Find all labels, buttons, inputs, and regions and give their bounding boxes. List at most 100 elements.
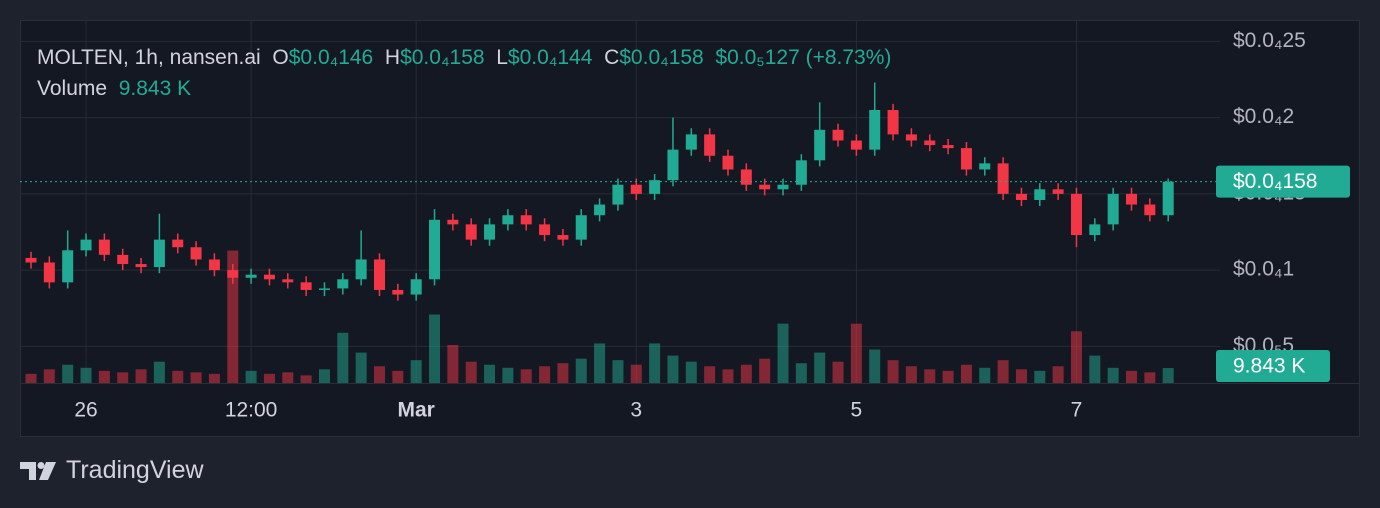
- x-tick-label: 3: [630, 399, 642, 422]
- high-value: $0.0₄158: [400, 46, 485, 69]
- volume-bar: [704, 366, 716, 383]
- candle-body: [960, 148, 972, 170]
- axes: $0.0₄25$0.0₄2$0.0₄15$0.0₄1$0.0₅52612:00M…: [74, 29, 1350, 422]
- candle-body: [1015, 193, 1027, 200]
- candle-body: [410, 279, 422, 295]
- candle-body: [465, 224, 477, 240]
- volume-bar: [612, 360, 624, 383]
- x-tick-label: 7: [1071, 399, 1083, 422]
- candle-body: [98, 239, 110, 255]
- logo-part: [20, 462, 36, 480]
- volume-bar: [557, 363, 569, 383]
- volume-bar: [520, 369, 532, 383]
- x-tick-label: 5: [851, 399, 863, 422]
- candle-body: [557, 235, 569, 240]
- candle-body: [135, 264, 147, 268]
- volume-bar: [373, 366, 385, 383]
- price-badge-label: $0.0₄158: [1233, 170, 1317, 193]
- volume-bar: [190, 372, 202, 383]
- volume-bar: [429, 314, 441, 383]
- candle-body: [502, 215, 514, 225]
- y-tick-label: $0.0₄2: [1233, 105, 1294, 128]
- volume-bar: [594, 343, 606, 383]
- volume-bar: [814, 352, 826, 383]
- volume-bar: [1144, 372, 1156, 383]
- candle-body: [1034, 189, 1046, 200]
- volume-bar: [1052, 366, 1064, 383]
- volume-bar: [263, 373, 275, 383]
- volume-bar: [850, 323, 862, 383]
- volume-bar: [1125, 370, 1138, 383]
- open-value: $0.0₄146: [288, 46, 374, 69]
- candle-body: [117, 254, 129, 265]
- candle-body: [318, 288, 330, 290]
- candle-body: [429, 219, 441, 280]
- candle-body: [520, 215, 532, 225]
- volume-bar: [208, 373, 220, 383]
- volume-bar: [465, 361, 477, 383]
- volume-bar: [410, 360, 422, 383]
- candle-body: [25, 257, 37, 263]
- change-value: $0.0₅127 (+8.73%): [715, 46, 892, 69]
- volume-bar: [869, 349, 881, 383]
- volume-bar: [960, 364, 972, 383]
- candle-body: [832, 129, 844, 141]
- volume-bar: [355, 352, 367, 383]
- candle-body: [1144, 204, 1156, 216]
- volume-bar: [392, 370, 404, 383]
- candle-body: [227, 270, 239, 278]
- candle-body: [263, 274, 275, 280]
- candle-body: [1125, 193, 1138, 205]
- candle-body: [373, 259, 385, 290]
- volume-bar: [318, 369, 330, 383]
- volume-bar: [1070, 331, 1082, 383]
- volume-bar: [740, 364, 752, 383]
- symbol: MOLTEN, 1h, nansen.ai: [37, 46, 261, 69]
- volume-value: 9.843 K: [118, 77, 192, 100]
- volume-bar: [117, 372, 129, 383]
- legend-row: Volume 9.843 K: [37, 73, 891, 104]
- candle-body: [649, 180, 661, 194]
- candle-body: [392, 289, 404, 295]
- volume-bar: [795, 363, 807, 383]
- volume-bar: [1107, 367, 1119, 383]
- volume-bar: [245, 370, 257, 383]
- candle-body: [172, 239, 184, 248]
- x-tick-label: 12:00: [225, 399, 278, 422]
- candle-body: [355, 259, 367, 280]
- logo-part: [37, 462, 45, 469]
- candle-body: [208, 259, 220, 271]
- volume-bar: [484, 364, 496, 383]
- candles: [20, 82, 1220, 301]
- x-tick-label: Mar: [397, 399, 434, 422]
- volume-bar: [759, 358, 771, 383]
- volume-pane: [25, 250, 1174, 383]
- volume-bar: [539, 366, 551, 383]
- l-label: L: [496, 46, 508, 69]
- volume-bar: [502, 367, 514, 383]
- price-badge: [1216, 165, 1350, 198]
- volume-bar: [722, 369, 734, 383]
- candle-body: [447, 219, 459, 225]
- legend-row: MOLTEN, 1h, nansen.ai O$0.0₄146 H$0.0₄15…: [37, 42, 891, 73]
- candle-body: [80, 239, 92, 251]
- candle-body: [887, 109, 899, 135]
- volume-bar: [905, 366, 917, 383]
- volume-bar: [282, 372, 294, 383]
- candle-body: [667, 149, 679, 181]
- volume-bar: [832, 361, 844, 383]
- h-label: H: [384, 46, 401, 69]
- volume-bar: [1034, 370, 1046, 383]
- tradingview-logo: [20, 462, 56, 480]
- volume-bar: [62, 364, 74, 383]
- brand[interactable]: TradingView: [66, 456, 204, 484]
- logo-part: [39, 462, 56, 480]
- candle-body: [190, 247, 202, 260]
- candle-body: [942, 145, 954, 149]
- volume-bar: [98, 370, 110, 383]
- candle-body: [43, 262, 55, 283]
- candle-body: [924, 140, 936, 146]
- candle-body: [997, 163, 1009, 194]
- volume-bar: [337, 332, 349, 383]
